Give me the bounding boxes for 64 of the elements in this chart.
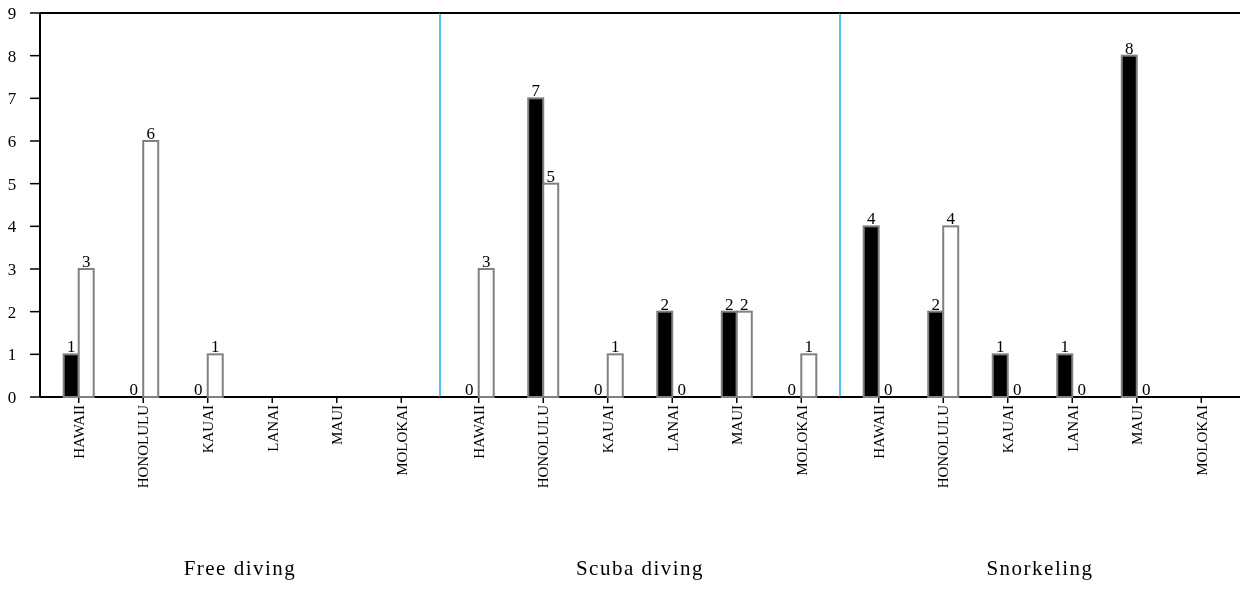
- x-tick-label: KAUAI: [599, 405, 616, 454]
- x-tick-label: MAUI: [1129, 405, 1146, 445]
- x-axis-title: Free diving: [183, 556, 297, 580]
- data-label: 4: [866, 209, 876, 229]
- x-tick-label: LANAI: [664, 405, 681, 452]
- x-axis-title: Scuba diving: [575, 556, 705, 580]
- y-tick-label: 0: [7, 387, 17, 407]
- x-tick-label: LANAI: [1064, 405, 1081, 452]
- data-label: 8: [1125, 38, 1134, 58]
- data-label: 0: [883, 380, 893, 399]
- data-label: 1: [995, 337, 1005, 357]
- data-label: 2: [660, 294, 670, 314]
- y-tick-label: 5: [7, 174, 17, 194]
- x-tick-label: HONOLULU: [135, 404, 152, 489]
- data-label: 1: [1060, 337, 1070, 357]
- data-label: 1: [210, 337, 220, 357]
- data-label: 3: [81, 252, 91, 271]
- data-label: 2: [725, 294, 734, 314]
- data-label: 0: [1012, 380, 1022, 399]
- x-tick-label: KAUAI: [999, 405, 1016, 454]
- y-tick-label: 7: [7, 89, 17, 109]
- bar: [800, 353, 818, 398]
- x-tick-label: LANAI: [264, 405, 281, 452]
- x-axis-title: Snorkeling: [986, 556, 1094, 580]
- data-label: 0: [787, 380, 797, 399]
- data-label: 2: [740, 294, 749, 314]
- data-label: 4: [946, 209, 956, 229]
- data-label: 0: [1142, 380, 1151, 399]
- x-tick-label: HAWAII: [470, 405, 487, 459]
- bar: [206, 353, 224, 398]
- data-label: 0: [1077, 380, 1087, 399]
- x-tick-label: HAWAII: [70, 405, 87, 459]
- data-label: 7: [531, 81, 541, 101]
- x-tick-label: HAWAII: [870, 405, 887, 459]
- data-label: 1: [804, 337, 814, 357]
- data-label: 0: [593, 380, 603, 399]
- y-tick-label: 8: [7, 46, 17, 66]
- data-label: 5: [546, 166, 555, 186]
- x-tick-label: MOLOKAI: [393, 405, 410, 476]
- y-tick-label: 1: [7, 345, 17, 365]
- y-tick-label: 6: [7, 131, 17, 151]
- x-tick-label: MAUI: [329, 405, 346, 445]
- x-tick-label: KAUAI: [199, 405, 216, 454]
- x-tick-label: MOLOKAI: [1193, 405, 1210, 476]
- data-label: 6: [146, 124, 155, 143]
- x-tick-label: HONOLULU: [535, 404, 552, 489]
- x-tick-label: MAUI: [729, 405, 746, 445]
- data-label: 0: [464, 380, 474, 399]
- data-label: 0: [677, 380, 687, 399]
- data-label: 1: [610, 337, 620, 357]
- bar: [477, 268, 495, 398]
- data-label: 1: [66, 337, 76, 357]
- data-label: 0: [129, 380, 138, 399]
- data-label: 3: [481, 252, 491, 271]
- y-tick-label: 2: [7, 302, 17, 322]
- y-tick-label: 3: [7, 259, 17, 279]
- x-tick-label: MOLOKAI: [793, 405, 810, 476]
- bar: [142, 140, 160, 398]
- y-tick-label: 9: [7, 3, 17, 23]
- x-tick-label: HONOLULU: [935, 404, 952, 489]
- data-label: 0: [193, 380, 203, 399]
- bar: [606, 353, 624, 398]
- y-tick-label: 4: [7, 217, 17, 237]
- data-label: 2: [931, 294, 940, 314]
